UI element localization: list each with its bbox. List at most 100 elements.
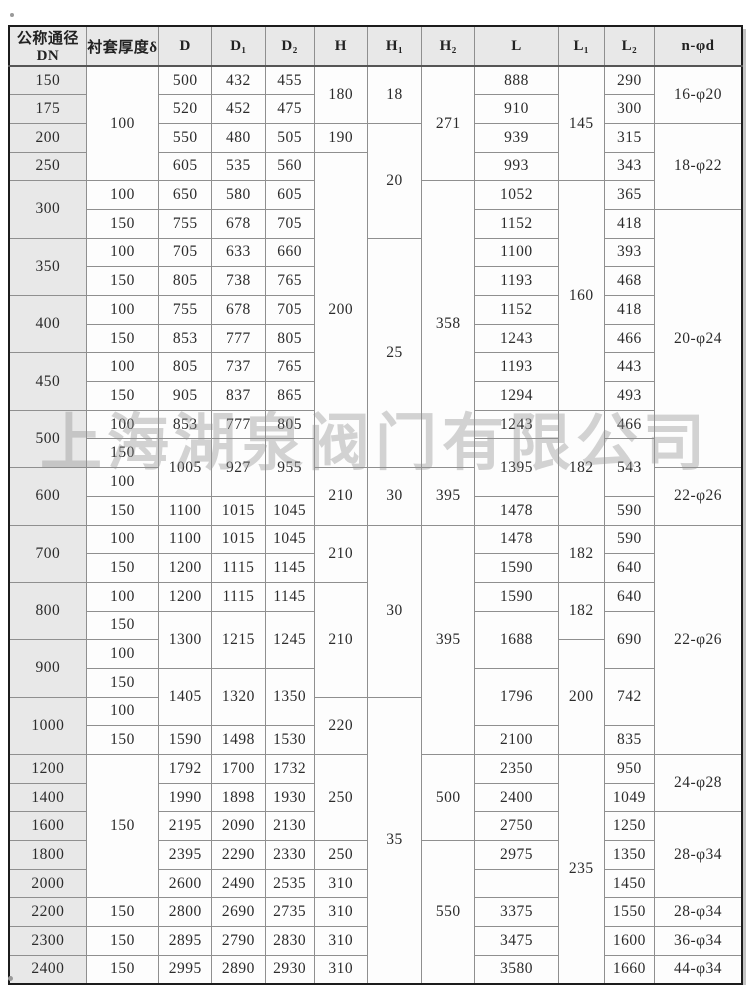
cell-col8: 2350 <box>474 754 559 784</box>
cell-col4: 705 <box>264 295 315 325</box>
column-header-9: L₁ <box>557 25 605 67</box>
cell-col3: 777 <box>211 409 266 440</box>
cell-col2: 805 <box>158 352 213 383</box>
cell-col10: 1450 <box>603 868 656 899</box>
cell-col0: 200 <box>8 122 87 153</box>
cell-col8: 3580 <box>474 954 559 985</box>
table-row: 150 100 500 432 455 180 18 271 888 145 290 16-φ20 <box>8 65 743 182</box>
cell-col9: 200 <box>557 639 605 755</box>
cell-col10: 393 <box>603 237 656 268</box>
cell-col1: 100 <box>85 180 160 210</box>
cell-col10: 300 <box>603 94 656 124</box>
column-header-1: 衬套厚度δ <box>85 25 160 67</box>
cell-col5: 310 <box>313 897 368 928</box>
cell-col5: 210 <box>313 467 368 526</box>
table-body: 150 100 500 432 455 180 18 271 888 145 290 16-φ20 17… <box>8 65 743 985</box>
cell-col10: 590 <box>603 524 656 555</box>
cell-col10: 468 <box>603 266 656 296</box>
cell-col6: 25 <box>366 237 423 469</box>
column-header-10: L₂ <box>603 25 656 67</box>
cell-col2: 650 <box>158 180 213 210</box>
cell-col10: 950 <box>603 754 656 784</box>
cell-col2: 2895 <box>158 926 213 956</box>
cell-col10: 493 <box>603 381 656 411</box>
cell-col4: 560 <box>264 151 315 182</box>
cell-col1: 100 <box>85 639 160 669</box>
header-row: 公称通径DN 衬套厚度δ D D₁ D₂ H H₁ H₂ L L₁ L₂ n-φd <box>8 25 743 67</box>
table-row: 2300 150 2895 2790 2830 310 3475 1600 36-φ34 <box>8 926 743 956</box>
cell-col4: 2330 <box>264 840 315 870</box>
cell-col11: 22-φ26 <box>654 467 743 526</box>
cell-col2: 1300 <box>158 610 213 669</box>
cell-col3: 1015 <box>211 495 266 526</box>
cell-col4: 1045 <box>264 524 315 555</box>
table-row: 300 100 650 580 605 358 1052 160 365 <box>8 180 742 469</box>
table-row: 700 100 1100 1015 1045 210 30 395 1478 182 590 22-φ… <box>8 524 743 755</box>
cell-col0: 700 <box>8 524 87 583</box>
table-row: 1200 150 1792 1700 1732 250 500 2350 235 950 24-φ2… <box>8 753 743 985</box>
cell-col8: 910 <box>474 94 559 124</box>
cell-col3: 633 <box>211 237 266 268</box>
cell-col9: 182 <box>557 581 605 641</box>
column-header-2: D <box>158 25 213 67</box>
cell-col1: 150 <box>85 381 160 411</box>
cell-col0: 400 <box>8 294 87 354</box>
cell-col10: 1550 <box>603 897 656 928</box>
cell-col1: 100 <box>85 237 160 268</box>
cell-col11: 28-φ34 <box>654 811 743 899</box>
cell-col7: 358 <box>421 180 476 469</box>
cell-col4: 1930 <box>264 782 315 813</box>
cell-col10: 590 <box>603 495 656 526</box>
cell-col2: 500 <box>158 65 213 96</box>
cell-col6: 30 <box>366 524 423 698</box>
cell-col4: 2930 <box>264 954 315 985</box>
cell-col3: 1700 <box>211 754 266 784</box>
cell-col2: 1100 <box>158 524 213 555</box>
cell-col0: 350 <box>8 237 87 297</box>
cell-col8: 3475 <box>474 926 559 956</box>
column-header-0: 公称通径DN <box>8 25 87 67</box>
cell-col8: 2400 <box>474 782 559 813</box>
cell-col3: 2290 <box>211 840 266 870</box>
cell-col6: 18 <box>366 65 423 124</box>
table-row: 800 100 1200 1115 1145 210 1590 182 640 <box>8 581 742 698</box>
cell-col2: 1005 <box>158 438 213 497</box>
cell-col4: 2535 <box>264 868 315 899</box>
cell-col4: 475 <box>264 94 315 124</box>
cell-col3: 2790 <box>211 926 266 956</box>
cell-col8: 1294 <box>474 381 559 411</box>
column-header-4: D₂ <box>264 25 315 67</box>
column-header-3: D₁ <box>211 25 266 67</box>
cell-col3: 738 <box>211 266 266 296</box>
cell-col1: 100 <box>85 295 160 325</box>
cell-col8: 2975 <box>474 840 559 870</box>
cell-col3: 1115 <box>211 581 266 612</box>
cell-col3: 2890 <box>211 954 266 985</box>
cell-col1: 150 <box>85 208 160 239</box>
cell-col2: 2195 <box>158 811 213 842</box>
cell-col4: 765 <box>264 352 315 383</box>
cell-col1: 100 <box>85 467 160 497</box>
cell-col10: 742 <box>603 667 656 727</box>
cell-col4: 505 <box>264 122 315 153</box>
cell-col0: 450 <box>8 352 87 411</box>
cell-col5: 310 <box>313 926 368 956</box>
cell-col0: 2400 <box>8 954 87 985</box>
cell-col4: 1732 <box>264 754 315 784</box>
cell-col6: 30 <box>366 467 423 526</box>
cell-col3: 452 <box>211 94 266 124</box>
cell-col4: 1145 <box>264 553 315 583</box>
cell-col5: 200 <box>313 151 368 469</box>
cell-col4: 705 <box>264 208 315 239</box>
cell-col7: 395 <box>421 467 476 526</box>
cell-col0: 2300 <box>8 926 87 956</box>
cell-col0: 1400 <box>8 782 87 813</box>
cell-col1: 150 <box>85 495 160 526</box>
cell-col2: 2995 <box>158 954 213 985</box>
table-row: 150 1590 1498 1530 2100 835 <box>9 725 742 755</box>
cell-col8: 1590 <box>474 581 559 612</box>
cell-col10: 443 <box>603 352 656 383</box>
cell-col2: 1100 <box>158 495 213 526</box>
cell-col10: 1049 <box>603 782 656 813</box>
cell-col11: 28-φ34 <box>654 897 743 928</box>
